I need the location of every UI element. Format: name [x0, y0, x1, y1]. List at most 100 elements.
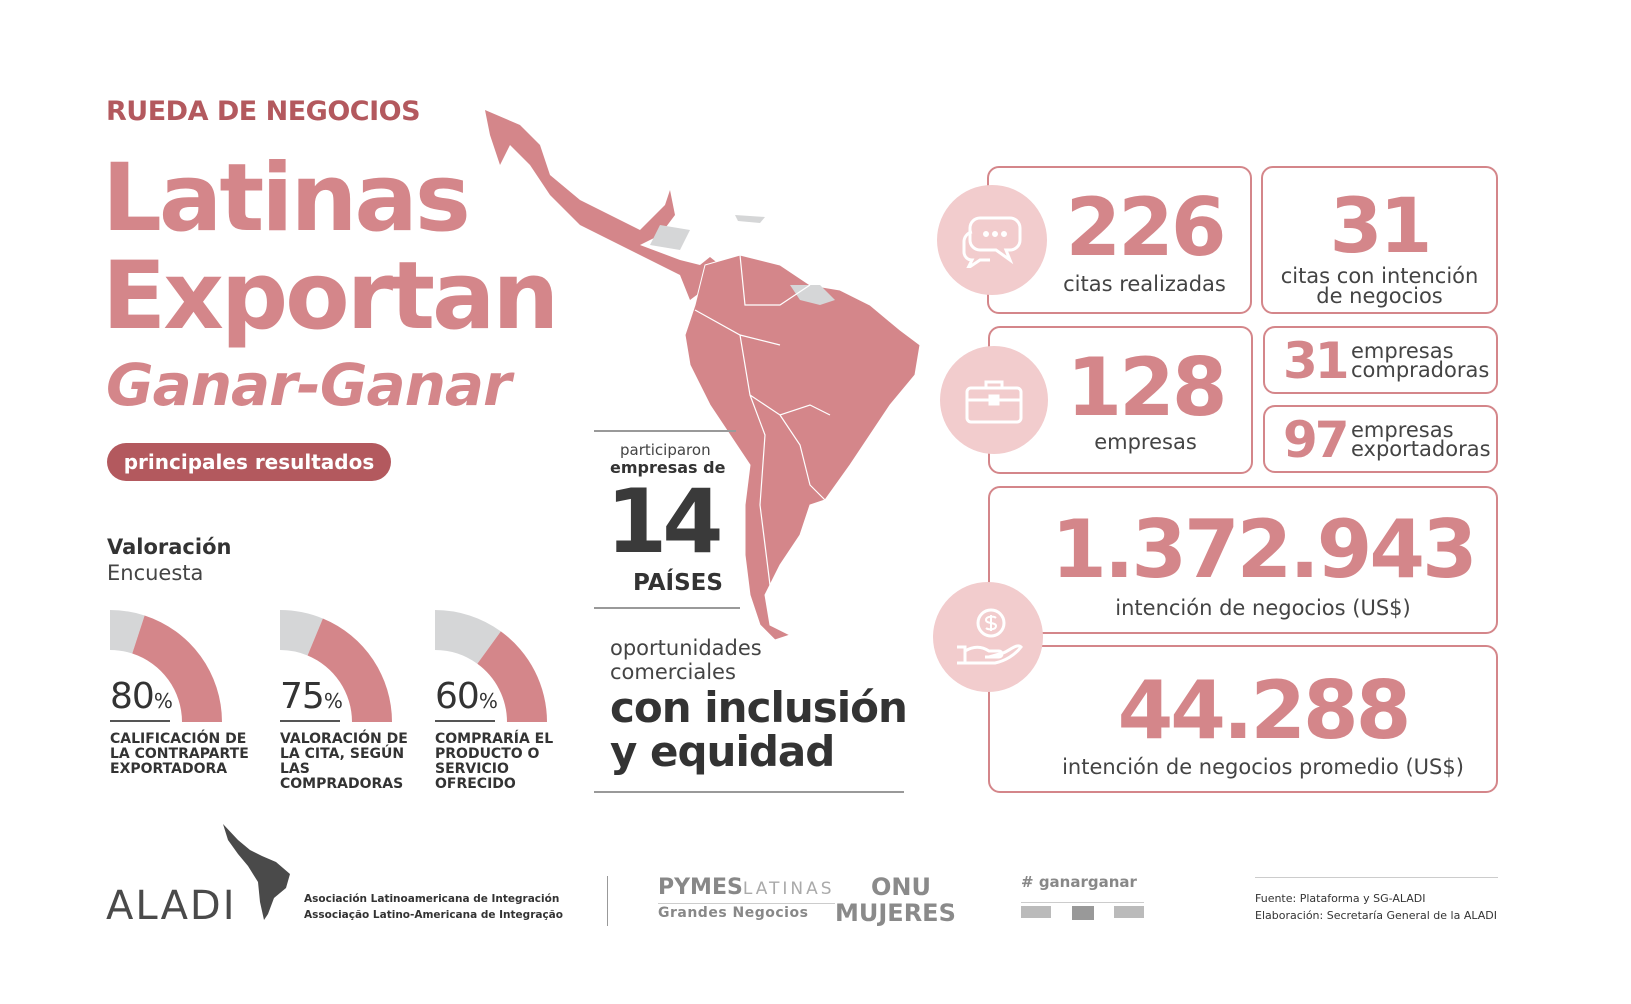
exporters-value: 97 [1283, 411, 1350, 469]
buyers-label-1: empresas [1351, 339, 1454, 363]
elaboration-text: Elaboración: Secretaría General de la AL… [1255, 909, 1497, 922]
gauge-value-segment [477, 631, 547, 722]
gauge-label: VALORACIÓN DE LA CITA, SEGÚN LAS COMPRAD… [280, 731, 408, 792]
oit-logo [1021, 906, 1051, 918]
gauge-value-segment [307, 618, 392, 722]
companies-from-text: empresas de [610, 458, 726, 477]
business-meetings-label-1: citas con intención [1280, 264, 1479, 288]
inclusion-line-2: y equidad [610, 727, 835, 776]
latin-america-map [485, 110, 921, 641]
card-average-intent: 44.288 intención de negocios promedio (U… [988, 645, 1498, 793]
gauge-arc [280, 610, 392, 722]
gauge-value: 80 [110, 676, 155, 717]
countries-label: PAÍSES [633, 570, 723, 596]
map-mexico-central [485, 110, 730, 300]
gauge-value: 60 [435, 676, 480, 717]
companies-label: empresas [1094, 430, 1197, 454]
card-buyers: 31 empresas compradoras [1263, 326, 1498, 394]
survey-subtitle: Encuesta [107, 561, 204, 585]
gauge-label: COMPRARÍA EL PRODUCTO O SERVICIO OFRECID… [435, 731, 554, 792]
latinas-text: LATINAS [742, 879, 835, 899]
opportunities-line-2: comerciales [610, 660, 736, 684]
gauge-arc [435, 610, 547, 722]
gauge-remainder-segment [280, 610, 323, 656]
average-intent-label: intención de negocios promedio (US$) [1062, 755, 1464, 779]
gauge-percent: 75% [280, 676, 343, 722]
map-borders [694, 254, 831, 586]
onu-text: ONU [871, 873, 931, 901]
business-meetings-value: 31 [1329, 181, 1433, 270]
business-intent-value: 1.372.943 [1051, 503, 1477, 596]
gauge: 75% VALORACIÓN DE LA CITA, SEGÚN LAS COMP… [280, 610, 408, 800]
inclusion-line-1: con inclusión [610, 683, 908, 732]
meetings-value: 226 [1065, 181, 1227, 274]
gauge: 80% CALIFICACIÓN DE LA CONTRAPARTE EXPORT… [110, 610, 249, 800]
grandes-negocios-text: Grandes Negocios [658, 903, 835, 922]
kicker: RUEDA DE NEGOCIOS [106, 96, 421, 127]
source-text: Fuente: Plataforma y SG-ALADI [1255, 892, 1426, 905]
gauge-value-segment [132, 615, 222, 722]
gauge-percent: 60% [435, 676, 498, 722]
map-south-america [684, 254, 921, 641]
pymes-text: PYMES [658, 875, 743, 900]
exporters-label-1: empresas [1351, 418, 1454, 442]
gauge-underline [435, 720, 495, 722]
chat-bubbles-icon [937, 185, 1047, 295]
gauge-underline [110, 720, 170, 722]
card-business-meetings: 31 citas con intención de negocios [1261, 166, 1498, 314]
title-line-1: Latinas [102, 144, 471, 253]
gauge-underline [280, 720, 340, 722]
divider [594, 607, 740, 609]
gauge: 60% COMPRARÍA EL PRODUCTO O SERVICIO OFRE… [435, 610, 555, 800]
gauge-percent: 80% [110, 676, 173, 722]
inclusion-text: con inclusión y equidad [610, 683, 908, 776]
onu-mujeres-small-logo [1114, 906, 1144, 918]
map-guianas [790, 285, 835, 305]
business-meetings-label-2: de negocios [1316, 284, 1443, 308]
gauge-unit: % [478, 689, 498, 713]
buyers-value: 31 [1283, 332, 1350, 390]
money-hand-icon [933, 582, 1043, 692]
participated-text: participaron [620, 441, 711, 459]
pymes-latinas-logo: PYMESLATINAS Grandes Negocios [658, 876, 835, 922]
onu-mujeres-logo: ONU MUJERES [835, 874, 956, 926]
divider [594, 791, 904, 793]
average-intent-value: 44.288 [1117, 664, 1412, 757]
opportunities-text: oportunidades comerciales [610, 636, 762, 684]
card-business-intent: 1.372.943 intención de negocios (US$) [988, 486, 1498, 634]
buyers-label-2: compradoras [1351, 358, 1490, 382]
exporters-label-2: exportadoras [1351, 437, 1491, 461]
gauge-unit: % [323, 689, 343, 713]
gauge-unit: % [153, 689, 173, 713]
map-caribbean [650, 215, 765, 250]
briefcase-icon [940, 346, 1048, 454]
aladi-name-es: Asociación Latinoamericana de Integració… [304, 893, 560, 905]
title-line-2: Exportan [102, 242, 559, 351]
gauge-remainder-segment [435, 610, 501, 664]
countries-count: 14 [606, 470, 723, 573]
divider [594, 430, 736, 432]
gauge-value: 75 [280, 676, 325, 717]
gauge-remainder-segment [110, 610, 145, 654]
aladi-map-logo [223, 824, 290, 920]
aladi-logo: ALADI [106, 883, 237, 929]
companies-value: 128 [1066, 341, 1228, 434]
eu-flag-logo [1071, 906, 1094, 920]
business-intent-label: intención de negocios (US$) [1115, 596, 1411, 620]
mujeres-text: MUJERES [835, 899, 956, 927]
results-pill: principales resultados [107, 443, 391, 481]
card-exporters: 97 empresas exportadoras [1263, 405, 1498, 473]
gauge-arc [110, 610, 222, 722]
meetings-label: citas realizadas [1063, 272, 1226, 296]
survey-title: Valoración [107, 535, 232, 559]
subtitle: Ganar-Ganar [106, 351, 512, 419]
aladi-name-pt: Associação Latino-Americana de Integraçã… [304, 909, 563, 921]
ganarganar-text: ganarganar [1038, 873, 1137, 891]
opportunities-line-1: oportunidades [610, 636, 762, 660]
ganarganar-logo: # ganarganar [1021, 872, 1137, 892]
gauge-label: CALIFICACIÓN DE LA CONTRAPARTE EXPORTADO… [110, 731, 249, 777]
hash-icon: # [1021, 873, 1034, 891]
divider [607, 876, 608, 926]
partner-logos [1021, 902, 1144, 920]
divider [1255, 877, 1498, 878]
